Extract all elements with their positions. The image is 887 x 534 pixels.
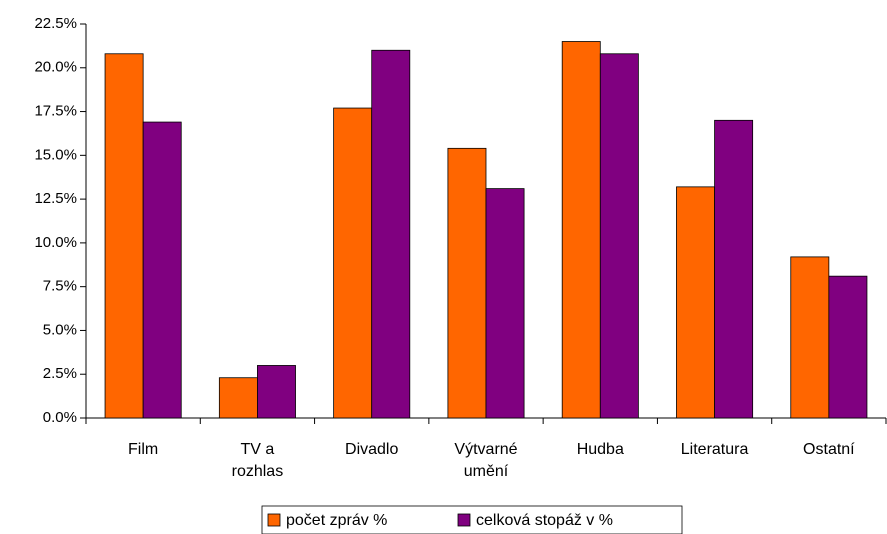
y-tick-label: 12.5% <box>34 190 77 207</box>
x-tick-label: Výtvarné umění <box>454 441 518 480</box>
y-tick-label: 0.0% <box>43 409 77 426</box>
y-tick-label: 20.0% <box>34 59 77 76</box>
bar <box>447 147 487 419</box>
bar <box>714 119 754 419</box>
legend-box <box>261 505 683 534</box>
bar <box>333 107 373 419</box>
y-tick-label: 5.0% <box>43 321 77 338</box>
y-tick-label: 7.5% <box>43 278 77 295</box>
bar <box>371 49 411 419</box>
bar <box>561 41 601 419</box>
y-tick-label: 17.5% <box>34 103 77 120</box>
y-tick-label: 15.0% <box>34 146 77 163</box>
legend-label: počet zpráv % <box>286 512 387 529</box>
legend-swatch <box>267 513 281 527</box>
legend-swatch <box>457 513 471 527</box>
bar <box>828 275 868 419</box>
x-tick-label: Film <box>128 441 159 458</box>
bar <box>485 188 525 419</box>
x-tick-label: Divadlo <box>345 441 399 458</box>
bar <box>104 53 144 419</box>
x-tick-label: Hudba <box>576 441 624 458</box>
x-tick-label: TV a rozhlas <box>231 441 284 480</box>
legend-label: celková stopáž v % <box>476 512 613 529</box>
bar <box>599 53 639 419</box>
bar <box>790 256 830 419</box>
x-tick-label: Literatura <box>680 441 749 458</box>
y-tick-label: 2.5% <box>43 365 77 382</box>
x-tick-label: Ostatní <box>803 441 855 458</box>
y-tick-label: 22.5% <box>34 15 77 32</box>
bar <box>676 186 715 419</box>
y-tick-label: 10.0% <box>34 234 77 251</box>
bar <box>257 365 296 419</box>
bar <box>142 121 182 419</box>
bar <box>218 377 258 419</box>
